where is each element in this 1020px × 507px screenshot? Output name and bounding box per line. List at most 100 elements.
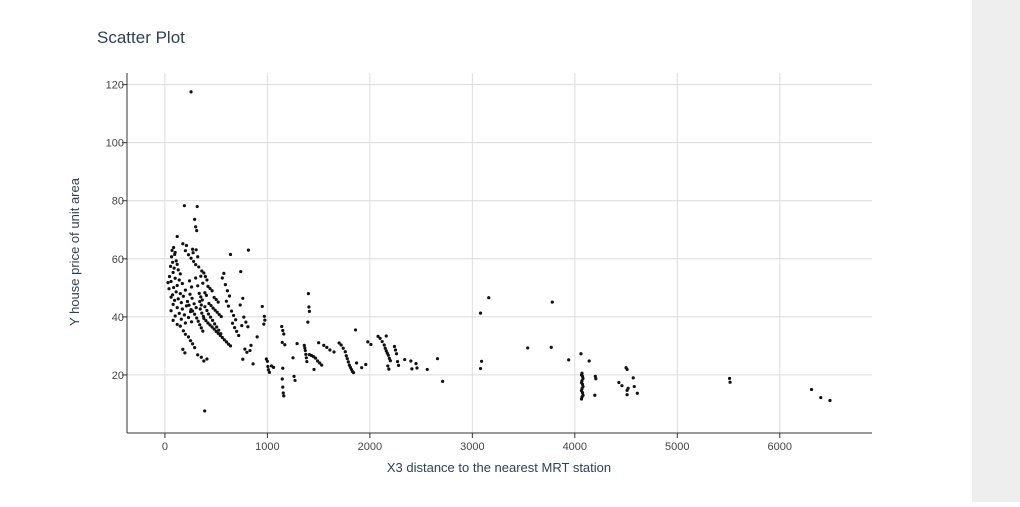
- scatter-point: [364, 362, 368, 367]
- scatter-point: [403, 357, 407, 362]
- scatter-point: [415, 366, 419, 370]
- scatter-point: [244, 320, 248, 324]
- scatter-point: [435, 357, 440, 361]
- scatter-point: [203, 305, 207, 309]
- scatter-point: [378, 336, 382, 340]
- scatter-point: [409, 359, 413, 363]
- scatter-point: [303, 348, 307, 353]
- scatter-point: [304, 356, 308, 360]
- scatter-point: [281, 391, 285, 395]
- scatter-point: [193, 217, 197, 221]
- scatter-point: [549, 345, 553, 349]
- scatter-point: [266, 368, 271, 372]
- scatter-point: [292, 374, 296, 378]
- scatter-point: [384, 334, 388, 338]
- scatter-point: [193, 312, 197, 316]
- scatter-point: [175, 234, 179, 239]
- scatter-point: [344, 354, 348, 358]
- scatter-point: [396, 363, 401, 367]
- scatter-point: [229, 309, 234, 313]
- scatter-point: [172, 245, 176, 250]
- scatter-point: [189, 308, 193, 312]
- scatter-point: [176, 297, 180, 301]
- scatter-point: [219, 314, 223, 319]
- grid: [127, 73, 872, 433]
- scatter-point: [232, 326, 237, 330]
- y-tick-label: 20: [112, 370, 124, 382]
- scatter-point: [380, 339, 384, 344]
- scatter-point: [196, 284, 200, 288]
- scatter-point: [393, 348, 398, 352]
- scatter-point: [190, 247, 195, 251]
- scatter-point: [192, 259, 196, 264]
- scatter-point: [262, 322, 266, 326]
- scatter-point: [295, 341, 299, 346]
- scatter-point: [632, 384, 636, 389]
- scatter-point: [280, 324, 284, 329]
- scatter-point: [212, 327, 216, 331]
- scatter-point: [307, 309, 312, 313]
- scatter-point: [199, 295, 203, 299]
- scatter-point: [169, 309, 173, 313]
- scatter-point: [383, 346, 387, 350]
- scatter-point: [231, 313, 236, 318]
- scatter-point: [201, 281, 205, 285]
- scatter-point: [206, 312, 211, 316]
- scatter-point: [205, 278, 209, 282]
- scatter-point: [210, 325, 214, 329]
- scatter-point: [201, 329, 205, 333]
- scatter-point: [345, 357, 349, 361]
- scatter-point: [255, 335, 259, 339]
- scatter-point: [171, 260, 175, 264]
- scatter-point: [282, 394, 286, 398]
- scatter-point: [337, 341, 341, 345]
- scatter-point: [219, 332, 223, 336]
- scatter-point: [280, 340, 284, 345]
- scatter-point: [198, 323, 202, 327]
- scatter-point: [631, 376, 635, 380]
- scatter-point: [230, 321, 235, 325]
- scatter-point: [332, 350, 336, 354]
- x-tick-label: 0: [162, 441, 168, 453]
- scatter-point: [312, 367, 316, 372]
- scatter-point: [263, 318, 267, 322]
- scatter-point: [181, 294, 185, 298]
- scatter-point: [171, 293, 175, 297]
- scatter-point: [214, 297, 218, 302]
- scatter-point: [293, 378, 297, 383]
- scatter-point: [346, 360, 350, 364]
- scatter-point: [179, 317, 183, 321]
- scatter-point: [224, 340, 229, 344]
- scatter-point: [205, 308, 209, 313]
- scatter-point: [194, 225, 198, 229]
- scatter-point: [175, 322, 179, 327]
- scatter-point: [302, 343, 306, 347]
- scatter-point: [193, 346, 197, 350]
- scatter-point: [205, 357, 209, 361]
- scatter-point: [248, 348, 252, 353]
- scatter-point: [182, 204, 186, 208]
- y-tick-label: 100: [106, 138, 124, 150]
- scatter-point: [195, 204, 199, 209]
- scatter-point: [188, 339, 193, 343]
- scatter-point: [183, 332, 188, 336]
- scatter-point: [196, 319, 200, 323]
- x-tick-label: 2000: [358, 441, 382, 453]
- scatter-point: [316, 359, 320, 363]
- scatter-point: [171, 318, 175, 322]
- scatter-point: [216, 300, 220, 304]
- scatter-point: [174, 259, 178, 263]
- scatter-point: [394, 352, 399, 356]
- scatter-point: [819, 395, 823, 400]
- scatter-point: [238, 303, 242, 307]
- scatter-point: [213, 322, 217, 326]
- scatter-point: [178, 324, 182, 328]
- scatter-point: [174, 290, 178, 294]
- scatter-point: [339, 343, 343, 347]
- scatter-point: [182, 313, 186, 317]
- scatter-point: [194, 263, 198, 267]
- scatter-point: [208, 286, 212, 291]
- scatter-point: [173, 276, 177, 280]
- scatter-point: [313, 356, 318, 360]
- scatter-point: [177, 278, 181, 282]
